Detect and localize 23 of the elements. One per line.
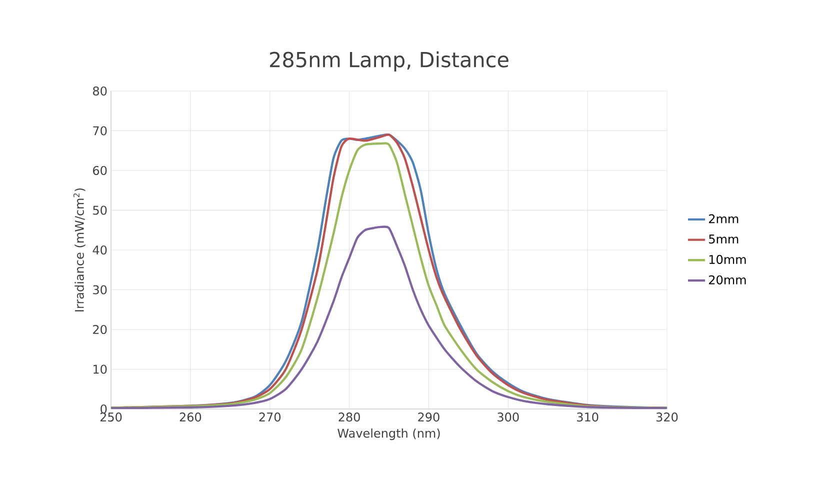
y-tick-label: 10 xyxy=(94,364,107,374)
legend-label: 2mm xyxy=(709,214,738,224)
x-tick-label: 300 xyxy=(498,412,519,422)
x-tick-label: 280 xyxy=(338,412,360,422)
x-axis-title: Wavelength (nm) xyxy=(338,428,440,440)
x-tick-label: 290 xyxy=(418,412,440,422)
y-tick-label: 60 xyxy=(93,166,107,176)
x-tick-label: 310 xyxy=(577,412,598,422)
legend-label: 20mm xyxy=(709,275,746,284)
y-tick-label: 30 xyxy=(93,285,107,294)
x-tick-label: 250 xyxy=(100,412,122,422)
legend-label: 10mm xyxy=(709,254,746,264)
y-tick-label: 20 xyxy=(93,324,107,334)
y-tick-label: 50 xyxy=(93,206,107,215)
y-axis-title: Irradiance (mW/cm$^{2}$) xyxy=(73,188,86,312)
x-tick-label: 270 xyxy=(259,412,281,422)
x-tick-label: 320 xyxy=(656,412,678,422)
y-tick-label: 70 xyxy=(93,126,107,136)
y-tick-label: 40 xyxy=(92,245,107,255)
legend-label: 5mm xyxy=(709,234,738,244)
y-tick-label: 80 xyxy=(93,86,107,96)
chart-title: 285nm Lamp, Distance xyxy=(270,51,508,72)
x-tick-label: 260 xyxy=(180,412,202,422)
